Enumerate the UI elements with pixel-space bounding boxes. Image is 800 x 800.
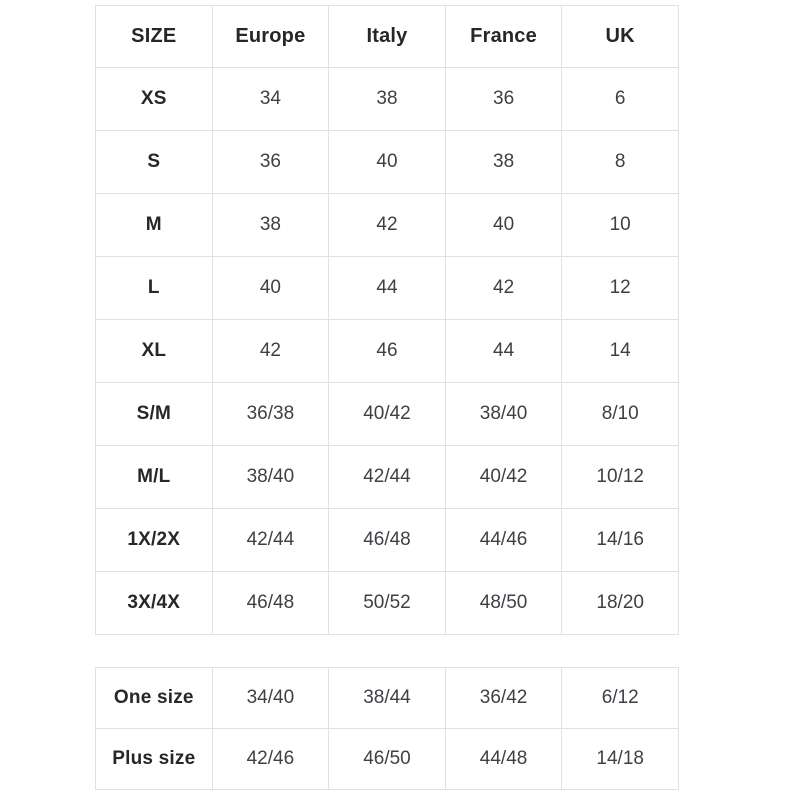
column-header-size: SIZE [95, 5, 213, 68]
size-conversion-table: SIZE Europe Italy France UK XS 34 38 36 6 S 36 40 38… [95, 5, 679, 635]
size-value-cell: 44 [444, 319, 563, 383]
size-value-cell: 44/48 [444, 728, 563, 790]
size-value-cell: 36/38 [211, 382, 330, 446]
size-value-cell: 40 [211, 256, 330, 320]
size-value-cell: 44/46 [444, 508, 563, 572]
row-label: M [95, 193, 213, 257]
special-sizes-table: One size 34/40 38/44 36/42 6/12 Plus size 42/4… [95, 667, 679, 790]
size-table-head: SIZE Europe Italy France UK [95, 5, 679, 68]
size-value-cell: 42 [211, 319, 330, 383]
size-value-cell: 6 [561, 67, 679, 131]
row-label: XS [95, 67, 213, 131]
row-label: L [95, 256, 213, 320]
row-label: XL [95, 319, 213, 383]
column-header-uk: UK [561, 5, 679, 68]
size-value-cell: 34/40 [211, 667, 330, 729]
size-value-cell: 42 [444, 256, 563, 320]
row-label: One size [95, 667, 213, 729]
table-row: Plus size 42/46 46/50 44/48 14/18 [95, 728, 679, 790]
column-header-europe: Europe [211, 5, 330, 68]
size-value-cell: 38 [211, 193, 330, 257]
size-value-cell: 42/44 [211, 508, 330, 572]
table-row: One size 34/40 38/44 36/42 6/12 [95, 667, 679, 729]
size-value-cell: 50/52 [328, 571, 446, 635]
size-value-cell: 38 [444, 130, 563, 194]
size-value-cell: 46/48 [328, 508, 446, 572]
size-value-cell: 36 [211, 130, 330, 194]
table-row: M 38 42 40 10 [95, 193, 679, 257]
size-value-cell: 38/40 [444, 382, 563, 446]
size-value-cell: 6/12 [561, 667, 679, 729]
size-value-cell: 34 [211, 67, 330, 131]
table-row: M/L 38/40 42/44 40/42 10/12 [95, 445, 679, 509]
size-value-cell: 36/42 [444, 667, 563, 729]
table-row: L 40 44 42 12 [95, 256, 679, 320]
size-value-cell: 38 [328, 67, 446, 131]
size-value-cell: 14/18 [561, 728, 679, 790]
size-value-cell: 10/12 [561, 445, 679, 509]
row-label: M/L [95, 445, 213, 509]
row-label: S/M [95, 382, 213, 446]
size-value-cell: 40 [328, 130, 446, 194]
size-value-cell: 38/44 [328, 667, 446, 729]
size-value-cell: 42/44 [328, 445, 446, 509]
table-row: XS 34 38 36 6 [95, 67, 679, 131]
table-row: S/M 36/38 40/42 38/40 8/10 [95, 382, 679, 446]
table-row: XL 42 46 44 14 [95, 319, 679, 383]
special-table-body: One size 34/40 38/44 36/42 6/12 Plus size 42/4… [95, 667, 679, 790]
size-value-cell: 14 [561, 319, 679, 383]
size-value-cell: 40/42 [444, 445, 563, 509]
table-row: S 36 40 38 8 [95, 130, 679, 194]
size-value-cell: 46 [328, 319, 446, 383]
size-value-cell: 12 [561, 256, 679, 320]
size-value-cell: 8/10 [561, 382, 679, 446]
size-value-cell: 44 [328, 256, 446, 320]
column-header-italy: Italy [328, 5, 446, 68]
size-value-cell: 18/20 [561, 571, 679, 635]
size-value-cell: 10 [561, 193, 679, 257]
table-row: 1X/2X 42/44 46/48 44/46 14/16 [95, 508, 679, 572]
size-table-header-row: SIZE Europe Italy France UK [95, 5, 679, 68]
size-value-cell: 38/40 [211, 445, 330, 509]
row-label: Plus size [95, 728, 213, 790]
size-value-cell: 46/50 [328, 728, 446, 790]
size-value-cell: 40/42 [328, 382, 446, 446]
size-value-cell: 42/46 [211, 728, 330, 790]
size-value-cell: 14/16 [561, 508, 679, 572]
table-row: 3X/4X 46/48 50/52 48/50 18/20 [95, 571, 679, 635]
column-header-france: France [444, 5, 563, 68]
size-value-cell: 36 [444, 67, 563, 131]
size-value-cell: 46/48 [211, 571, 330, 635]
row-label: S [95, 130, 213, 194]
row-label: 3X/4X [95, 571, 213, 635]
size-table-body: XS 34 38 36 6 S 36 40 38 8 M 38 42 40 10 L 40 44 42 12 XL 42 4… [95, 67, 679, 635]
size-value-cell: 8 [561, 130, 679, 194]
size-value-cell: 42 [328, 193, 446, 257]
size-value-cell: 40 [444, 193, 563, 257]
row-label: 1X/2X [95, 508, 213, 572]
size-value-cell: 48/50 [444, 571, 563, 635]
